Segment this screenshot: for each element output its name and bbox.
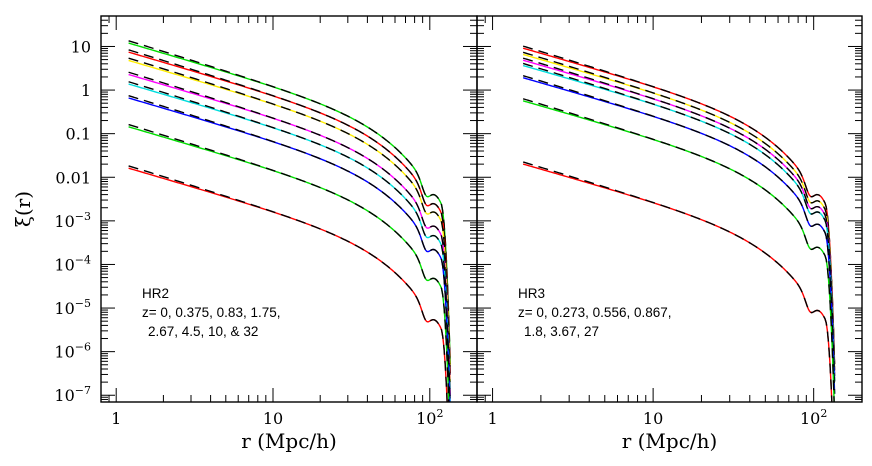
model-z-0.867 bbox=[522, 62, 836, 382]
x-tick-label: 10 bbox=[263, 409, 283, 428]
x-axis: 1 10 102 r (Mpc/h) bbox=[476, 16, 863, 453]
annotation-line: HR2 bbox=[142, 286, 169, 301]
y-axis: 10 1 0.1 0.01 10−3 10−4 10−5 10−6 10−7 ξ(r) bbox=[11, 15, 477, 405]
annotation-line: z= 0, 0.375, 0.83, 1.75, bbox=[142, 305, 280, 320]
x-tick-label: 1 bbox=[487, 409, 497, 428]
x-tick-label: 1 bbox=[111, 409, 121, 428]
model-z-0 bbox=[522, 45, 836, 365]
annotation-line: z= 0, 0.273, 0.556, 0.867, bbox=[518, 305, 672, 320]
series-z-2.67 bbox=[128, 83, 451, 402]
annotation-line: HR3 bbox=[518, 286, 545, 301]
y-tick-label: 0.1 bbox=[66, 125, 91, 144]
model-z-1.8 bbox=[522, 75, 836, 394]
plot-area bbox=[522, 45, 836, 402]
x-axis-label: r (Mpc/h) bbox=[241, 429, 337, 453]
x-axis-label: r (Mpc/h) bbox=[622, 429, 718, 453]
x-tick-label: 102 bbox=[800, 407, 827, 428]
panel-annotation: HR3 z= 0, 0.273, 0.556, 0.867, 1.8, 3.67, … bbox=[518, 286, 672, 339]
y-axis-label: ξ(r) bbox=[11, 191, 35, 227]
model-z-0.273 bbox=[522, 51, 836, 371]
x-tick-label: 102 bbox=[416, 407, 443, 428]
axes-frame bbox=[100, 15, 478, 403]
model-z-3.67 bbox=[522, 98, 835, 402]
model-z-2.67 bbox=[128, 81, 451, 402]
x-axis: 1 10 102 r (Mpc/h) bbox=[100, 16, 478, 453]
series-z-1.75 bbox=[128, 73, 451, 396]
model-z-0.556 bbox=[522, 57, 836, 377]
annotation-line: 1.8, 3.67, 27 bbox=[524, 324, 599, 339]
series-z-10 bbox=[128, 126, 450, 402]
model-z-4.5 bbox=[128, 95, 451, 402]
model-z-1.75 bbox=[128, 71, 451, 396]
annotation-line: 2.67, 4.5, 10, & 32 bbox=[148, 324, 258, 339]
model-z-27 bbox=[522, 161, 833, 402]
y-tick-label: 10−5 bbox=[54, 297, 91, 318]
y-tick-label: 0.01 bbox=[55, 168, 91, 187]
series-z-4.5 bbox=[128, 97, 451, 402]
axes-frame bbox=[476, 15, 863, 403]
y-tick-label: 10−7 bbox=[54, 384, 91, 405]
y-tick-label: 10−3 bbox=[54, 210, 91, 231]
plot-area bbox=[128, 40, 451, 402]
y-tick-label: 10−6 bbox=[54, 341, 91, 362]
model-z-0 bbox=[128, 40, 451, 365]
y-tick-label: 10 bbox=[71, 37, 91, 56]
y-axis bbox=[477, 15, 862, 403]
y-tick-label: 1 bbox=[81, 81, 91, 100]
panel-hr3: 1 10 102 r (Mpc/h) HR3 z= 0, 0.273, 0.556, 0.… bbox=[476, 15, 863, 453]
x-tick-label: 10 bbox=[643, 409, 663, 428]
model-z-0.375 bbox=[128, 49, 451, 374]
model-z-0.83 bbox=[128, 57, 451, 382]
model-z-32 bbox=[128, 165, 448, 402]
y-tick-label: 10−4 bbox=[54, 253, 91, 274]
panel-annotation: HR2 z= 0, 0.375, 0.83, 1.75, 2.67, 4.5, 10… bbox=[142, 286, 280, 339]
model-z-10 bbox=[128, 123, 450, 402]
